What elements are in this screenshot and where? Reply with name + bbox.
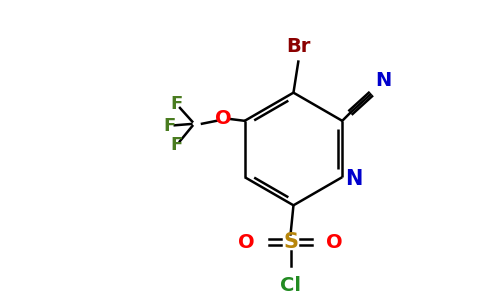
Text: O: O — [238, 233, 255, 252]
Text: O: O — [215, 110, 232, 128]
Text: Br: Br — [286, 37, 311, 56]
Text: S: S — [283, 232, 298, 252]
Text: O: O — [327, 233, 343, 252]
Text: F: F — [170, 95, 183, 113]
Text: N: N — [375, 71, 392, 90]
Text: N: N — [345, 169, 363, 189]
Text: F: F — [164, 117, 176, 135]
Text: Cl: Cl — [280, 276, 301, 295]
Text: F: F — [170, 136, 183, 154]
